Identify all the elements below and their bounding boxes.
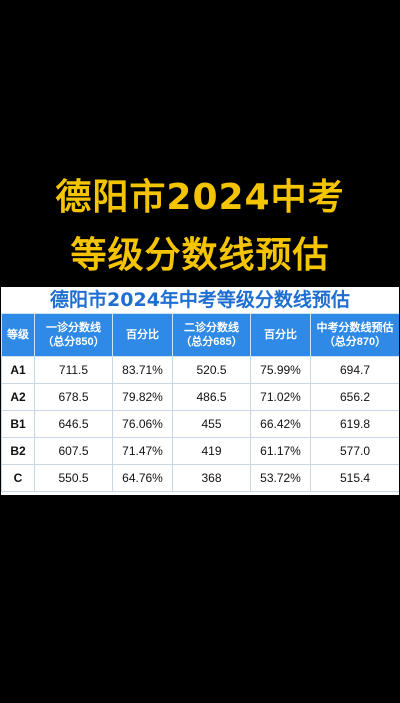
header-mock2-label: 二诊分数线 (184, 322, 239, 334)
header-mock1-percent: 百分比 (112, 313, 173, 357)
header-mock2-score: 二诊分数线 （总分685） (172, 313, 251, 357)
header-mock2-total: （总分685） (180, 336, 243, 348)
cell-grade: C (1, 464, 35, 492)
cell-exam-estimate: 577.0 (310, 437, 399, 465)
header-mock1-percent-label: 百分比 (126, 329, 159, 341)
header-mock1-label: 一诊分数线 (46, 322, 101, 334)
cell-grade: B1 (1, 410, 35, 438)
header-grade: 等级 (1, 313, 35, 357)
cell-mock2-percent: 71.02% (250, 383, 311, 411)
cell-grade: A2 (1, 383, 35, 411)
header-mock1-score: 一诊分数线 （总分850） (34, 313, 113, 357)
cell-mock2-percent: 66.42% (250, 410, 311, 438)
header-mock1-total: （总分850） (42, 336, 105, 348)
cell-mock1-percent: 64.76% (112, 464, 173, 492)
header-grade-label: 等级 (7, 329, 29, 341)
cell-mock1-percent: 79.82% (112, 383, 173, 411)
cell-exam-estimate: 656.2 (310, 383, 399, 411)
table-header-row: 等级 一诊分数线 （总分850） 百分比 二诊分数线 （总分685） 百分比 中 (1, 313, 399, 357)
header-mock2-percent-label: 百分比 (264, 329, 297, 341)
header-exam-estimate-label: 中考分数线预估 (316, 322, 394, 334)
cell-exam-estimate: 515.4 (310, 464, 399, 492)
cell-grade: B2 (1, 437, 35, 465)
score-table-card: 德阳市2024年中考等级分数线预估 等级 一诊分数线 （总分850） 百分比 二… (1, 287, 399, 495)
cell-exam-estimate: 694.7 (310, 356, 399, 384)
cell-mock1-score: 550.5 (34, 464, 113, 492)
score-table: 等级 一诊分数线 （总分850） 百分比 二诊分数线 （总分685） 百分比 中 (1, 313, 399, 492)
headline-line-2: 等级分数线预估 (70, 235, 330, 276)
headline-line-1: 德阳市2024中考 (55, 177, 345, 218)
table-row: B1 646.5 76.06% 455 66.42% 619.8 (1, 410, 399, 438)
header-mock2-percent: 百分比 (250, 313, 311, 357)
cell-mock1-percent: 76.06% (112, 410, 173, 438)
cell-mock2-score: 419 (172, 437, 251, 465)
cell-mock2-percent: 53.72% (250, 464, 311, 492)
cell-mock1-percent: 71.47% (112, 437, 173, 465)
header-exam-estimate: 中考分数线预估 （总分870） (310, 313, 399, 357)
table-title: 德阳市2024年中考等级分数线预估 (1, 287, 399, 313)
cell-grade: A1 (1, 356, 35, 384)
table-row: B2 607.5 71.47% 419 61.17% 577.0 (1, 437, 399, 465)
cell-mock2-percent: 61.17% (250, 437, 311, 465)
cell-mock1-score: 711.5 (34, 356, 113, 384)
cell-mock1-percent: 83.71% (112, 356, 173, 384)
cell-mock2-score: 455 (172, 410, 251, 438)
header-exam-estimate-total: （总分870） (323, 336, 387, 348)
cell-mock2-score: 520.5 (172, 356, 251, 384)
cell-mock2-score: 486.5 (172, 383, 251, 411)
cell-mock1-score: 646.5 (34, 410, 113, 438)
table-row: A1 711.5 83.71% 520.5 75.99% 694.7 (1, 356, 399, 384)
cell-mock1-score: 678.5 (34, 383, 113, 411)
cell-mock2-score: 368 (172, 464, 251, 492)
table-row: A2 678.5 79.82% 486.5 71.02% 656.2 (1, 383, 399, 411)
cell-mock1-score: 607.5 (34, 437, 113, 465)
table-row: C 550.5 64.76% 368 53.72% 515.4 (1, 464, 399, 492)
cell-exam-estimate: 619.8 (310, 410, 399, 438)
cell-mock2-percent: 75.99% (250, 356, 311, 384)
